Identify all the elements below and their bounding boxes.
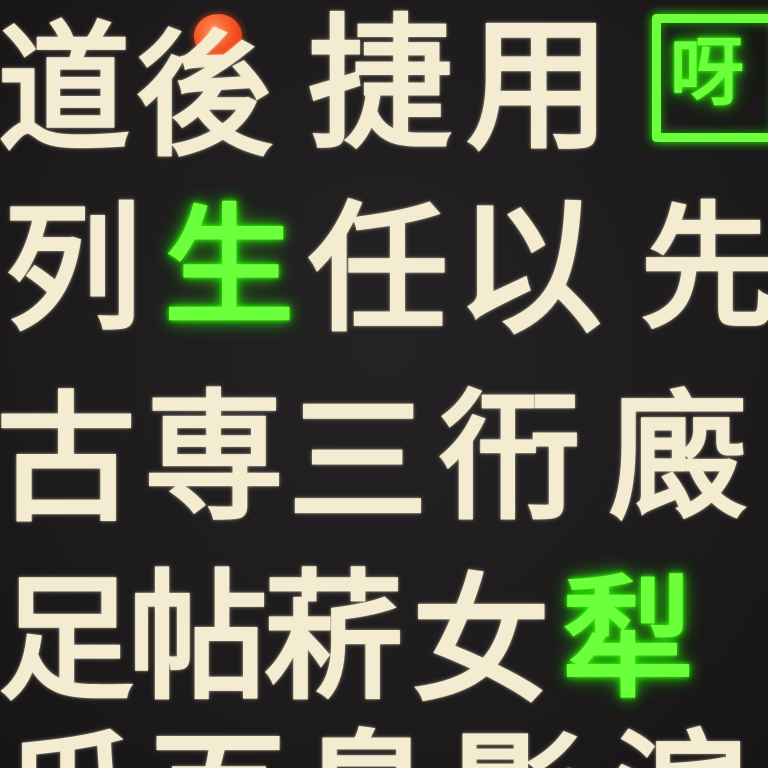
glyph-r3-c2: 専 bbox=[144, 376, 285, 540]
glyph-r4-c2: 帖 bbox=[128, 556, 269, 720]
glyph-r5-c5: 滨 bbox=[612, 728, 748, 768]
neon-box-sign bbox=[652, 14, 768, 142]
red-dot bbox=[194, 14, 242, 58]
glyph-r5-c1: 爪 bbox=[0, 726, 136, 768]
glyph-r5-c2: 百 bbox=[150, 730, 286, 768]
glyph-r1-c2: 後 bbox=[136, 16, 272, 176]
glyph-r1-c3: 捷 bbox=[308, 0, 453, 168]
glyph-r3-c3: 三 bbox=[288, 380, 429, 544]
glyph-r2-c3: 任 bbox=[308, 188, 449, 352]
glyph-r2-c4: 以 bbox=[456, 183, 602, 354]
glyph-r2-c1: 列 bbox=[4, 187, 143, 350]
glyph-r5-c4: 影 bbox=[450, 730, 586, 768]
glyph-r2-c2: 生 bbox=[164, 190, 295, 343]
glyph-r3-c1: 古 bbox=[0, 378, 137, 542]
glyph-r3-c4: 衎 bbox=[440, 376, 581, 540]
glyph-r4-c1: 足 bbox=[0, 560, 134, 720]
glyph-r1-c5: 呀 bbox=[670, 30, 744, 116]
glyph-r2-c5: 先 bbox=[640, 188, 768, 348]
glyph-r5-c3: 島 bbox=[300, 728, 436, 768]
glyph-r4-c5: 犁 bbox=[562, 562, 694, 717]
glyph-r1-c1: 道 bbox=[0, 8, 131, 172]
glyph-r4-c4: 女 bbox=[412, 559, 551, 722]
glyph-r3-c5: 廄 bbox=[608, 376, 749, 540]
glyph-r4-c3: 菥 bbox=[264, 556, 405, 720]
glyph-r1-c4: 用 bbox=[466, 1, 611, 170]
